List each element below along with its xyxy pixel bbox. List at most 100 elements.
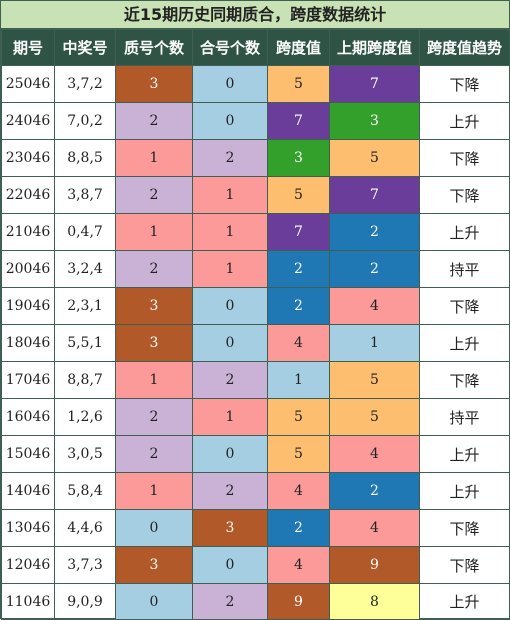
cell-numbers: 3,2,4 <box>54 250 116 288</box>
cell-prev-span: 4 <box>329 287 420 325</box>
table-row: 23046 8,8,5 1 2 3 5 下降 <box>1 139 510 177</box>
table-row: 12046 3,7,3 3 0 4 9 下降 <box>1 546 510 584</box>
cell-composite-count: 2 <box>192 472 268 510</box>
cell-composite-count: 0 <box>192 435 268 473</box>
cell-prev-span: 7 <box>329 176 420 214</box>
cell-composite-count: 0 <box>192 324 268 362</box>
cell-prime-count: 2 <box>115 435 193 473</box>
header-row: 期号 中奖号 质号个数 合号个数 跨度值 上期跨度值 跨度值趋势 <box>1 29 510 66</box>
cell-span: 1 <box>267 361 330 399</box>
header-span: 跨度值 <box>267 29 330 66</box>
cell-span: 2 <box>267 509 330 547</box>
cell-trend: 上升 <box>419 583 510 620</box>
header-prev-span: 上期跨度值 <box>329 29 420 66</box>
cell-trend: 下降 <box>419 139 510 177</box>
cell-composite-count: 2 <box>192 139 268 177</box>
cell-composite-count: 3 <box>192 509 268 547</box>
cell-prev-span: 5 <box>329 398 420 436</box>
cell-numbers: 5,5,1 <box>54 324 116 362</box>
cell-issue: 14046 <box>1 472 55 510</box>
cell-numbers: 8,8,7 <box>54 361 116 399</box>
cell-numbers: 3,0,5 <box>54 435 116 473</box>
cell-numbers: 3,8,7 <box>54 176 116 214</box>
cell-trend: 上升 <box>419 472 510 510</box>
cell-prev-span: 2 <box>329 472 420 510</box>
cell-numbers: 2,3,1 <box>54 287 116 325</box>
cell-span: 5 <box>267 176 330 214</box>
cell-issue: 17046 <box>1 361 55 399</box>
cell-composite-count: 1 <box>192 176 268 214</box>
cell-numbers: 1,2,6 <box>54 398 116 436</box>
cell-issue: 11046 <box>1 583 55 620</box>
cell-span: 4 <box>267 324 330 362</box>
cell-issue: 22046 <box>1 176 55 214</box>
cell-issue: 19046 <box>1 287 55 325</box>
table-body: 25046 3,7,2 3 0 5 7 下降 24046 7,0,2 2 0 7 3 上升 23046 8,8… <box>1 65 510 620</box>
table-row: 15046 3,0,5 2 0 5 4 上升 <box>1 435 510 473</box>
cell-composite-count: 0 <box>192 65 268 103</box>
cell-composite-count: 0 <box>192 287 268 325</box>
cell-span: 7 <box>267 102 330 140</box>
table-row: 13046 4,4,6 0 3 2 4 下降 <box>1 509 510 547</box>
cell-trend: 上升 <box>419 102 510 140</box>
cell-trend: 上升 <box>419 324 510 362</box>
cell-prev-span: 4 <box>329 509 420 547</box>
cell-prime-count: 3 <box>115 65 193 103</box>
cell-issue: 25046 <box>1 65 55 103</box>
cell-prev-span: 8 <box>329 583 420 620</box>
cell-issue: 12046 <box>1 546 55 584</box>
header-prime-count: 质号个数 <box>115 29 193 66</box>
table-row: 16046 1,2,6 2 1 5 5 持平 <box>1 398 510 436</box>
cell-prime-count: 1 <box>115 213 193 251</box>
table-row: 11046 9,0,9 0 2 9 8 上升 <box>1 583 510 620</box>
cell-composite-count: 1 <box>192 398 268 436</box>
cell-span: 3 <box>267 139 330 177</box>
cell-span: 5 <box>267 398 330 436</box>
cell-issue: 20046 <box>1 250 55 288</box>
cell-prev-span: 9 <box>329 546 420 584</box>
table-row: 20046 3,2,4 2 1 2 2 持平 <box>1 250 510 288</box>
header-numbers: 中奖号 <box>54 29 116 66</box>
cell-trend: 下降 <box>419 65 510 103</box>
cell-composite-count: 1 <box>192 213 268 251</box>
cell-issue: 23046 <box>1 139 55 177</box>
cell-prime-count: 1 <box>115 139 193 177</box>
cell-numbers: 7,0,2 <box>54 102 116 140</box>
cell-trend: 下降 <box>419 546 510 584</box>
cell-span: 4 <box>267 472 330 510</box>
table-row: 24046 7,0,2 2 0 7 3 上升 <box>1 102 510 140</box>
cell-issue: 15046 <box>1 435 55 473</box>
cell-issue: 24046 <box>1 102 55 140</box>
cell-prime-count: 1 <box>115 472 193 510</box>
cell-numbers: 3,7,2 <box>54 65 116 103</box>
header-composite-count: 合号个数 <box>192 29 268 66</box>
cell-prime-count: 3 <box>115 324 193 362</box>
cell-span: 4 <box>267 546 330 584</box>
cell-composite-count: 1 <box>192 250 268 288</box>
cell-prime-count: 0 <box>115 509 193 547</box>
cell-numbers: 5,8,4 <box>54 472 116 510</box>
cell-numbers: 9,0,9 <box>54 583 116 620</box>
cell-prime-count: 2 <box>115 250 193 288</box>
cell-span: 2 <box>267 250 330 288</box>
cell-span: 5 <box>267 435 330 473</box>
cell-issue: 13046 <box>1 509 55 547</box>
cell-composite-count: 2 <box>192 361 268 399</box>
table-row: 19046 2,3,1 3 0 2 4 下降 <box>1 287 510 325</box>
cell-composite-count: 2 <box>192 583 268 620</box>
cell-numbers: 3,7,3 <box>54 546 116 584</box>
stats-table: 期号 中奖号 质号个数 合号个数 跨度值 上期跨度值 跨度值趋势 25046 3,… <box>1 29 510 620</box>
header-issue: 期号 <box>1 29 55 66</box>
cell-prime-count: 2 <box>115 398 193 436</box>
table-row: 14046 5,8,4 1 2 4 2 上升 <box>1 472 510 510</box>
cell-prev-span: 2 <box>329 250 420 288</box>
cell-prev-span: 3 <box>329 102 420 140</box>
cell-prime-count: 0 <box>115 583 193 620</box>
cell-composite-count: 0 <box>192 102 268 140</box>
cell-prev-span: 5 <box>329 361 420 399</box>
cell-prime-count: 2 <box>115 102 193 140</box>
cell-prime-count: 2 <box>115 176 193 214</box>
table-row: 18046 5,5,1 3 0 4 1 上升 <box>1 324 510 362</box>
cell-trend: 下降 <box>419 176 510 214</box>
